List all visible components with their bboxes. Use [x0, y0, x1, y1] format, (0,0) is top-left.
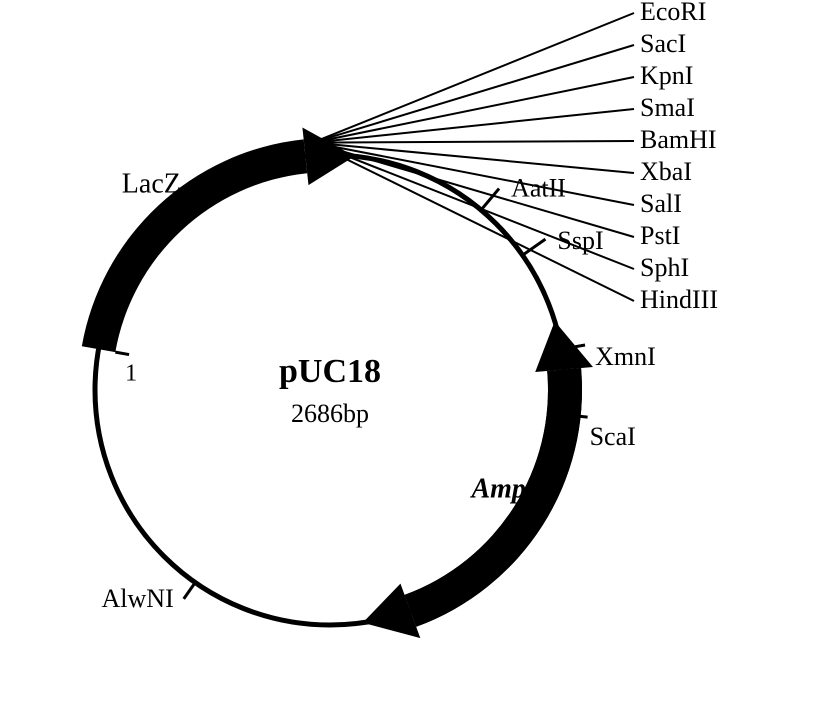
mcs-site-label: KpnI [640, 61, 693, 90]
site-label: SspI [557, 226, 603, 255]
mcs-site-label: BamHI [640, 125, 717, 154]
origin-tick [115, 352, 129, 354]
mcs-leader [313, 141, 634, 143]
site-label: AlwNI [102, 584, 174, 613]
site-label: ScaI [590, 422, 636, 451]
mcs-leader [313, 13, 634, 143]
plasmid-size: 2686bp [291, 399, 369, 428]
mcs-site-label: XbaI [640, 157, 692, 186]
lacz-label: LacZ [122, 168, 181, 199]
lacz-feature [82, 139, 307, 352]
mcs-site-label: PstI [640, 221, 680, 250]
amp-label: Amp [469, 473, 525, 504]
mcs-site-label: HindIII [640, 285, 718, 314]
mcs-site-label: SmaI [640, 93, 695, 122]
mcs-leader [313, 109, 634, 143]
site-tick [481, 189, 499, 210]
mcs-leader [313, 45, 634, 143]
mcs-site-label: SphI [640, 253, 689, 282]
mcs-site-label: SacI [640, 29, 686, 58]
site-label: AatII [511, 174, 566, 203]
site-tick [184, 583, 195, 599]
plasmid-name: pUC18 [279, 353, 381, 390]
mcs-leader [313, 77, 634, 143]
mcs-site-label: EcoRI [640, 0, 706, 26]
mcs-leader [313, 143, 634, 205]
site-label: XmnI [595, 342, 656, 371]
mcs-site-label: SalI [640, 189, 682, 218]
origin-label: 1 [125, 361, 137, 387]
